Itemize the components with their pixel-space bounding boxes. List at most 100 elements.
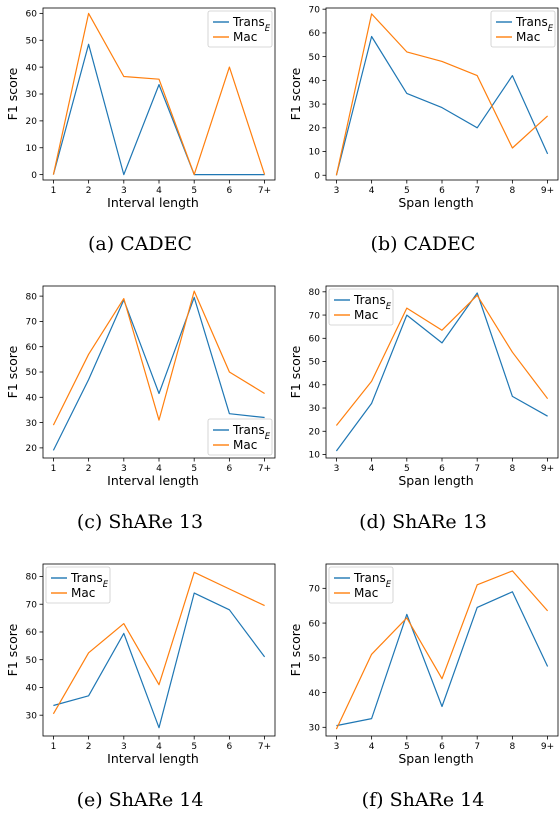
x-tick-label-a-1: 2 bbox=[86, 186, 92, 196]
y-axis-label-c: F1 score bbox=[5, 345, 20, 398]
y-tick-label-a-2: 20 bbox=[26, 117, 38, 127]
legend-label-f-mac: Mac bbox=[354, 586, 378, 600]
x-tick-label-c-3: 4 bbox=[156, 464, 162, 474]
y-tick-label-e-4: 70 bbox=[26, 600, 38, 610]
x-axis-label-f: Span length bbox=[398, 751, 473, 766]
x-tick-label-b-0: 3 bbox=[334, 186, 340, 196]
x-tick-label-a-4: 5 bbox=[191, 186, 197, 196]
y-tick-label-c-4: 60 bbox=[26, 343, 38, 353]
x-tick-label-e-2: 3 bbox=[121, 742, 127, 752]
y-tick-label-a-3: 30 bbox=[26, 90, 38, 100]
y-tick-label-c-3: 50 bbox=[26, 368, 38, 378]
x-tick-label-d-6: 9+ bbox=[541, 464, 554, 474]
y-tick-label-a-1: 10 bbox=[26, 144, 38, 154]
chart-f: 3 4 5 6 7 8 9+ 30 40 50 60 70 Span length F1 score Tra… bbox=[288, 563, 559, 766]
y-tick-label-d-2: 30 bbox=[309, 404, 321, 414]
x-tick-label-b-5: 8 bbox=[510, 186, 516, 196]
chart-panel-d: 3 4 5 6 7 8 9+ 10 20 30 40 50 60 70 80 Span length F1 sc… bbox=[283, 278, 560, 556]
x-tick-label-e-3: 4 bbox=[156, 742, 162, 752]
series-line-a-trans bbox=[52, 43, 265, 176]
chart-panel-b: 3 4 5 6 7 8 9+ 0 10 20 30 40 50 60 70 Span length F1 sco… bbox=[283, 0, 560, 278]
x-tick-label-d-0: 3 bbox=[334, 464, 340, 474]
y-tick-label-b-0: 0 bbox=[314, 171, 320, 181]
caption-d: (d) ShARe 13 bbox=[359, 511, 487, 533]
y-tick-label-c-5: 70 bbox=[26, 318, 38, 328]
series-line-e-mac bbox=[52, 571, 265, 715]
y-tick-label-e-5: 80 bbox=[26, 573, 38, 583]
x-tick-label-c-6: 7+ bbox=[258, 464, 271, 474]
x-tick-label-d-5: 8 bbox=[510, 464, 516, 474]
x-tick-label-d-3: 6 bbox=[439, 464, 445, 474]
chart-panel-c: 1 2 3 4 5 6 7+ 20 30 40 50 60 70 80 Interval length F1 … bbox=[0, 278, 280, 556]
y-tick-label-b-3: 30 bbox=[309, 100, 321, 110]
y-tick-label-a-5: 50 bbox=[26, 36, 38, 46]
x-tick-label-d-2: 5 bbox=[404, 464, 410, 474]
y-tick-label-d-4: 50 bbox=[309, 358, 321, 368]
x-tick-label-a-3: 4 bbox=[156, 186, 162, 196]
series-line-b-trans bbox=[335, 35, 549, 176]
chart-a: 1 2 3 4 5 6 7+ 0 10 20 30 40 50 60 Interval length F1 s… bbox=[5, 7, 276, 210]
series-line-d-trans bbox=[335, 292, 548, 452]
x-tick-label-e-6: 7+ bbox=[258, 742, 271, 752]
x-tick-label-a-6: 7+ bbox=[258, 186, 271, 196]
x-tick-label-a-5: 6 bbox=[227, 186, 233, 196]
legend-box-e bbox=[45, 566, 111, 604]
y-tick-label-e-3: 60 bbox=[26, 628, 38, 638]
x-tick-label-b-3: 6 bbox=[439, 186, 445, 196]
x-tick-label-c-1: 2 bbox=[86, 464, 92, 474]
legend-box-a bbox=[207, 10, 273, 48]
y-tick-label-c-6: 80 bbox=[26, 292, 38, 302]
legend-box-d bbox=[328, 288, 394, 326]
x-tick-label-b-4: 7 bbox=[474, 186, 480, 196]
y-tick-label-a-4: 40 bbox=[26, 63, 38, 73]
y-tick-label-f-4: 70 bbox=[309, 585, 321, 595]
y-tick-label-d-6: 70 bbox=[309, 311, 321, 321]
legend-label-a-mac: Mac bbox=[233, 30, 257, 44]
x-axis-label-d: Span length bbox=[398, 473, 473, 488]
x-tick-label-f-5: 8 bbox=[510, 742, 516, 752]
legend-label-b-mac: Mac bbox=[516, 30, 540, 44]
y-tick-label-e-2: 50 bbox=[26, 656, 38, 666]
caption-f: (f) ShARe 14 bbox=[361, 789, 485, 811]
y-tick-label-e-0: 30 bbox=[26, 711, 38, 721]
x-axis-label-c: Interval length bbox=[107, 473, 199, 488]
y-tick-label-b-4: 40 bbox=[309, 77, 321, 87]
y-tick-label-d-5: 60 bbox=[309, 334, 321, 344]
y-tick-label-a-6: 60 bbox=[26, 10, 38, 20]
chart-panel-a: 1 2 3 4 5 6 7+ 0 10 20 30 40 50 60 Interval length F1 s… bbox=[0, 0, 280, 278]
x-tick-label-f-0: 3 bbox=[334, 742, 340, 752]
y-tick-label-d-7: 80 bbox=[309, 288, 321, 298]
series-line-a-mac bbox=[52, 12, 266, 176]
x-tick-label-f-1: 4 bbox=[369, 742, 375, 752]
caption-e: (e) ShARe 14 bbox=[76, 789, 204, 811]
x-tick-label-c-5: 6 bbox=[227, 464, 233, 474]
y-tick-label-f-2: 50 bbox=[309, 654, 321, 664]
x-tick-label-f-3: 6 bbox=[439, 742, 445, 752]
y-tick-label-c-1: 30 bbox=[26, 419, 38, 429]
y-tick-label-f-1: 40 bbox=[309, 689, 321, 699]
series-line-d-mac bbox=[335, 294, 549, 426]
x-tick-label-b-1: 4 bbox=[369, 186, 375, 196]
legend-label-c-mac: Mac bbox=[233, 438, 257, 452]
legend-label-d-mac: Mac bbox=[354, 308, 378, 322]
y-tick-label-f-0: 30 bbox=[309, 724, 321, 734]
caption-b: (b) CADEC bbox=[370, 233, 476, 255]
y-axis-label-d: F1 score bbox=[288, 345, 303, 398]
x-tick-label-b-6: 9+ bbox=[541, 186, 554, 196]
series-line-b-mac bbox=[335, 13, 549, 176]
y-tick-label-c-2: 40 bbox=[26, 393, 38, 403]
x-tick-label-d-1: 4 bbox=[369, 464, 375, 474]
chart-panel-f: 3 4 5 6 7 8 9+ 30 40 50 60 70 Span length F1 score Tra… bbox=[283, 556, 560, 834]
y-axis-label-e: F1 score bbox=[5, 623, 20, 676]
x-tick-label-f-2: 5 bbox=[404, 742, 410, 752]
series-line-c-mac bbox=[52, 290, 265, 426]
y-tick-label-d-3: 40 bbox=[309, 381, 321, 391]
x-tick-label-c-4: 5 bbox=[191, 464, 197, 474]
y-tick-label-b-6: 60 bbox=[309, 29, 321, 39]
y-axis-label-f: F1 score bbox=[288, 623, 303, 676]
series-line-e-trans bbox=[53, 592, 266, 729]
